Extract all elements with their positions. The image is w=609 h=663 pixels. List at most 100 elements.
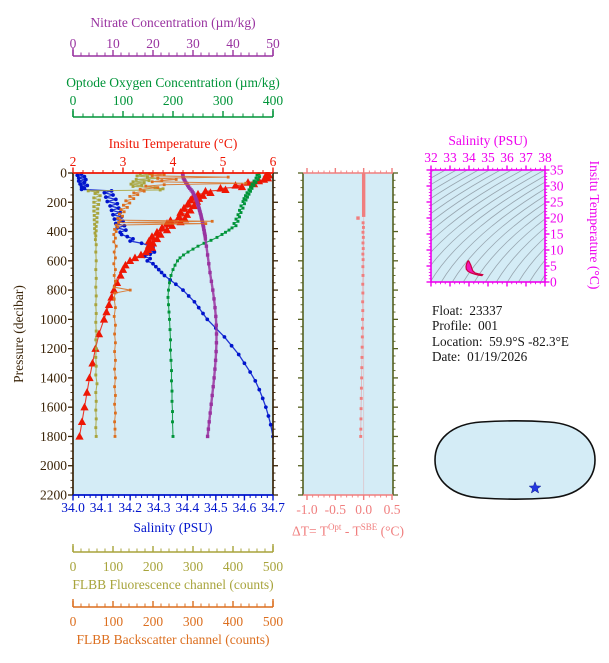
delta-t-tick-label: 0.5	[384, 502, 401, 517]
fluorescence-tick-label: 100	[103, 559, 124, 574]
salinity-tick-label: 34.2	[118, 500, 142, 515]
oxygen-tick-label: 300	[213, 93, 234, 108]
fluorescence-tick-label: 200	[143, 559, 164, 574]
pressure-tick-label: 800	[47, 283, 68, 298]
salinity-tick-label: 34.0	[61, 500, 85, 515]
main-plot: 0 200 400 600 800 1000 1200 1400 1600 1800 2000 220…	[40, 154, 285, 515]
salinity-tick-label: 34.1	[90, 500, 114, 515]
ts-salinity-tick-label: 33	[443, 150, 457, 165]
oxygen-profile-line	[167, 173, 261, 437]
float-id-line: Float: 23337	[432, 303, 503, 318]
pressure-tick-label: 0	[60, 166, 67, 181]
pressure-tick-label: 1000	[40, 312, 67, 327]
delta-t-title-sup-opt: Opt	[327, 522, 342, 532]
ts-salinity-tick-label: 36	[500, 150, 514, 165]
ts-salinity-tick-label: 35	[481, 150, 495, 165]
profile-series	[74, 172, 274, 440]
pressure-tick-label: 400	[47, 224, 68, 239]
delta-t-tick-label: -1.0	[296, 502, 318, 517]
map-ocean	[435, 420, 595, 500]
ts-temperature-tick-label: 35	[550, 163, 564, 178]
temperature-tick-label: 2	[70, 154, 77, 169]
salinity-axis-title: Salinity (PSU)	[133, 520, 213, 535]
salinity-tick-label: 34.4	[175, 500, 199, 515]
nitrate-tick-label: 30	[186, 36, 200, 51]
delta-t-tick-label: 0.0	[355, 502, 372, 517]
nitrate-tick-label: 10	[106, 36, 120, 51]
backscatter-axis-title: FLBB Backscatter channel (counts)	[76, 632, 270, 647]
nitrate-tick-label: 50	[266, 36, 280, 51]
ts-salinity-tick-label: 37	[519, 150, 533, 165]
backscatter-tick-label: 200	[143, 614, 164, 629]
pressure-axis-title: Pressure (decibar)	[11, 285, 26, 383]
ts-temperature-tick-label: 10	[550, 243, 564, 258]
fluorescence-axis-title: FLBB Fluorescence channel (counts)	[72, 577, 274, 592]
temperature-tick-label: 4	[170, 154, 177, 169]
nitrate-axis-title: Nitrate Concentration (µm/kg)	[90, 15, 256, 30]
temperature-tick-label: 5	[220, 154, 227, 169]
backscatter-tick-label: 400	[223, 614, 244, 629]
delta-t-title-part: (°C)	[377, 523, 404, 539]
nitrate-tick-label: 40	[226, 36, 240, 51]
ts-temperature-tick-label: 5	[550, 259, 557, 274]
map-outline	[434, 420, 596, 500]
pressure-tick-label: 200	[47, 195, 68, 210]
delta-t-title-sup-sbe: SBE	[360, 522, 378, 532]
float-location-star	[528, 481, 542, 494]
ts-temperature-tick-label: 20	[550, 211, 564, 226]
ts-temperature-tick-label: 15	[550, 227, 564, 242]
salinity-tick-label: 34.3	[147, 500, 171, 515]
nitrate-tick-label: 20	[146, 36, 160, 51]
ts-profile-blob	[465, 260, 484, 277]
ts-temperature-tick-label: 0	[550, 275, 557, 290]
salinity-tick-label: 34.5	[204, 500, 228, 515]
delta-t-plot: -1.0 -0.5 0.0 0.5	[296, 168, 401, 517]
oxygen-tick-label: 0	[70, 93, 77, 108]
world-map	[434, 420, 596, 500]
salinity-tick-label: 34.6	[233, 500, 257, 515]
location-line: Location: 59.9°S -82.3°E	[432, 333, 569, 349]
backscatter-tick-label: 0	[70, 614, 77, 629]
date-line: Date: 01/19/2026	[432, 349, 528, 365]
fluorescence-tick-label: 500	[263, 559, 284, 574]
ts-salinity-tick-label: 32	[424, 150, 438, 165]
nitrate-tick-label: 0	[70, 36, 77, 51]
fluorescence-tick-label: 0	[70, 559, 77, 574]
density-contours	[431, 170, 545, 282]
ts-salinity-title: Salinity (PSU)	[448, 133, 528, 148]
delta-t-title-part: ΔT= T	[292, 523, 328, 539]
ts-temperature-tick-label: 25	[550, 195, 564, 210]
delta-t-axis-title: ΔT= TOpt - TSBE (°C)	[280, 520, 416, 539]
pressure-tick-label: 1600	[40, 400, 67, 415]
ts-salinity-tick-label: 34	[462, 150, 476, 165]
fluorescence-tick-label: 300	[183, 559, 204, 574]
fluorescence-tick-label: 400	[223, 559, 244, 574]
oxygen-tick-label: 200	[163, 93, 184, 108]
float-info-block: Float: 23337 Profile: 001 Location: 59.9…	[432, 303, 569, 365]
delta-t-tick-label: -0.5	[325, 502, 347, 517]
temperature-tick-label: 3	[120, 154, 127, 169]
pressure-tick-label: 1400	[40, 370, 67, 385]
salinity-tick-label: 34.7	[261, 500, 285, 515]
pressure-tick-label: 600	[47, 253, 68, 268]
backscatter-tick-label: 300	[183, 614, 204, 629]
oxygen-axis-title: Optode Oxygen Concentration (µm/kg)	[66, 75, 280, 90]
ts-temperature-title: Insitu Temperature (°C)	[587, 160, 602, 290]
ts-salinity-tick-label: 38	[538, 150, 552, 165]
ts-temperature-tick-label: 30	[550, 179, 564, 194]
pressure-tick-label: 1200	[40, 341, 67, 356]
oxygen-tick-label: 100	[113, 93, 134, 108]
backscatter-tick-label: 500	[263, 614, 284, 629]
oxygen-tick-label: 400	[263, 93, 284, 108]
pressure-tick-label: 2200	[40, 488, 67, 503]
pressure-tick-label: 2000	[40, 458, 67, 473]
delta-t-title-part: - T	[341, 523, 361, 539]
backscatter-tick-label: 100	[103, 614, 124, 629]
temperature-tick-label: 6	[270, 154, 277, 169]
temperature-axis-title: Insitu Temperature (°C)	[108, 136, 238, 151]
profile-line: Profile: 001	[432, 318, 498, 334]
